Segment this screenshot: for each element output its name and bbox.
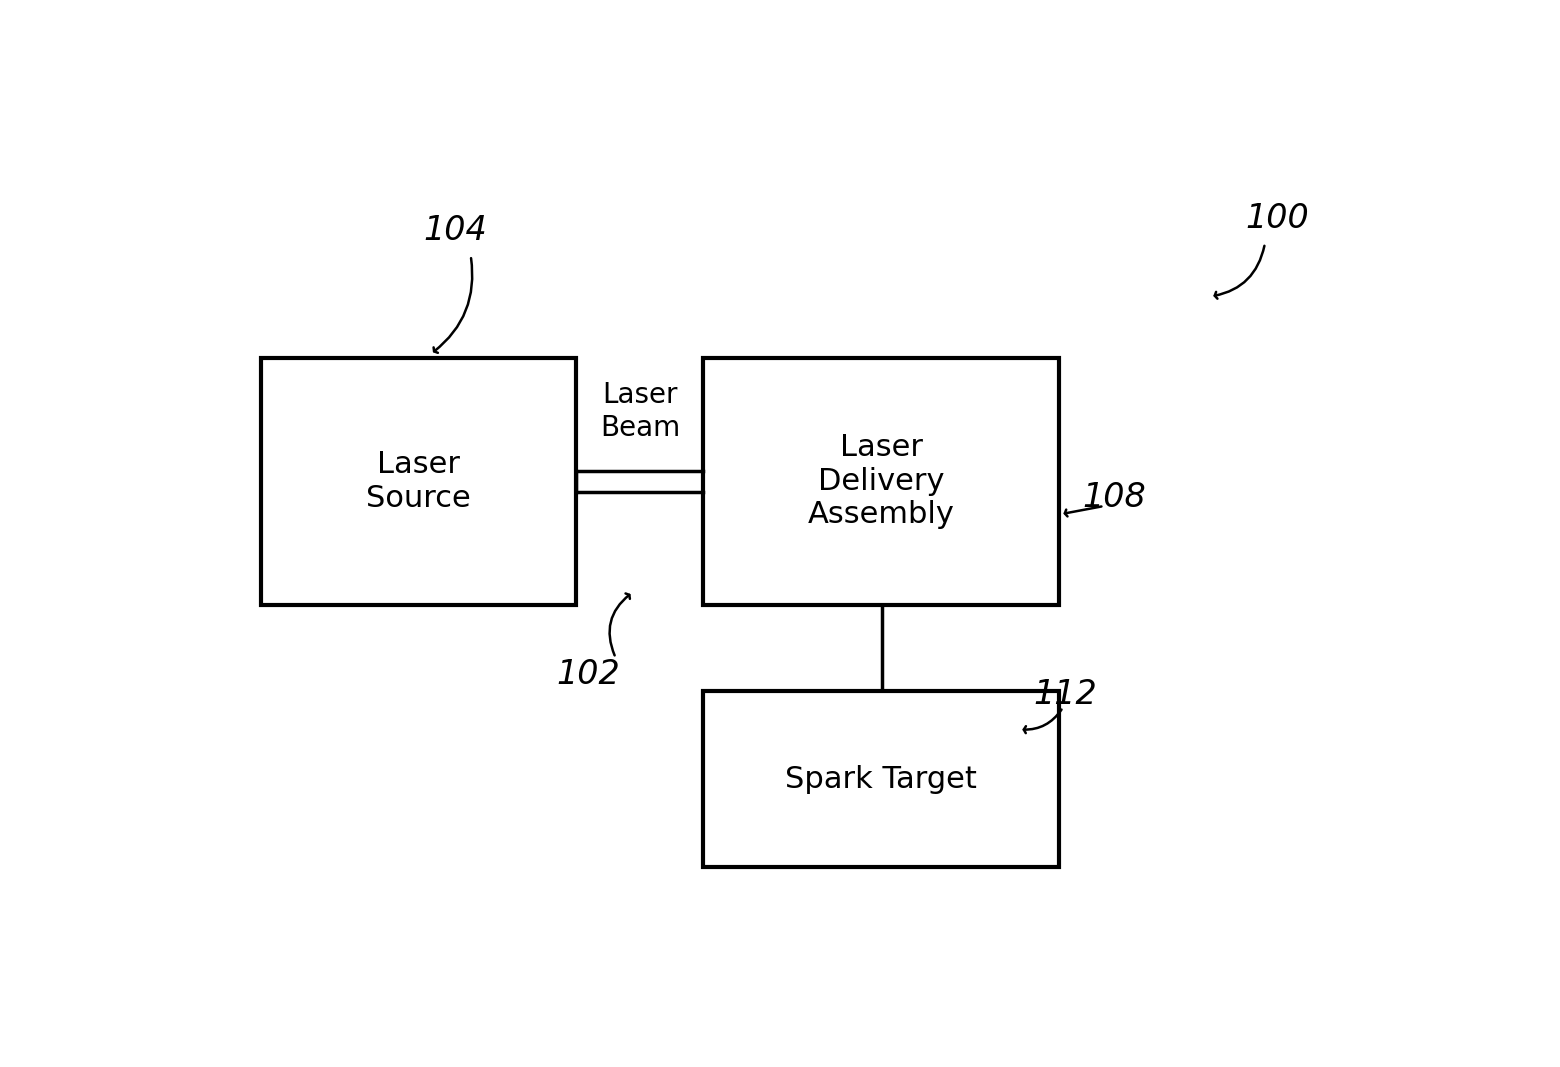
Bar: [576, 471, 702, 492]
Bar: [702, 690, 1059, 867]
Text: Laser
Delivery
Assembly: Laser Delivery Assembly: [808, 433, 955, 529]
Text: 102: 102: [555, 658, 619, 691]
Text: Spark Target: Spark Target: [785, 765, 977, 794]
Text: 108: 108: [1083, 481, 1145, 514]
Text: Laser
Source: Laser Source: [367, 450, 471, 512]
Text: Laser
Beam: Laser Beam: [599, 381, 680, 442]
Bar: [702, 359, 1059, 605]
Text: 112: 112: [1034, 679, 1097, 712]
Text: 104: 104: [423, 214, 487, 248]
Bar: [262, 359, 576, 605]
Text: 100: 100: [1245, 202, 1309, 235]
